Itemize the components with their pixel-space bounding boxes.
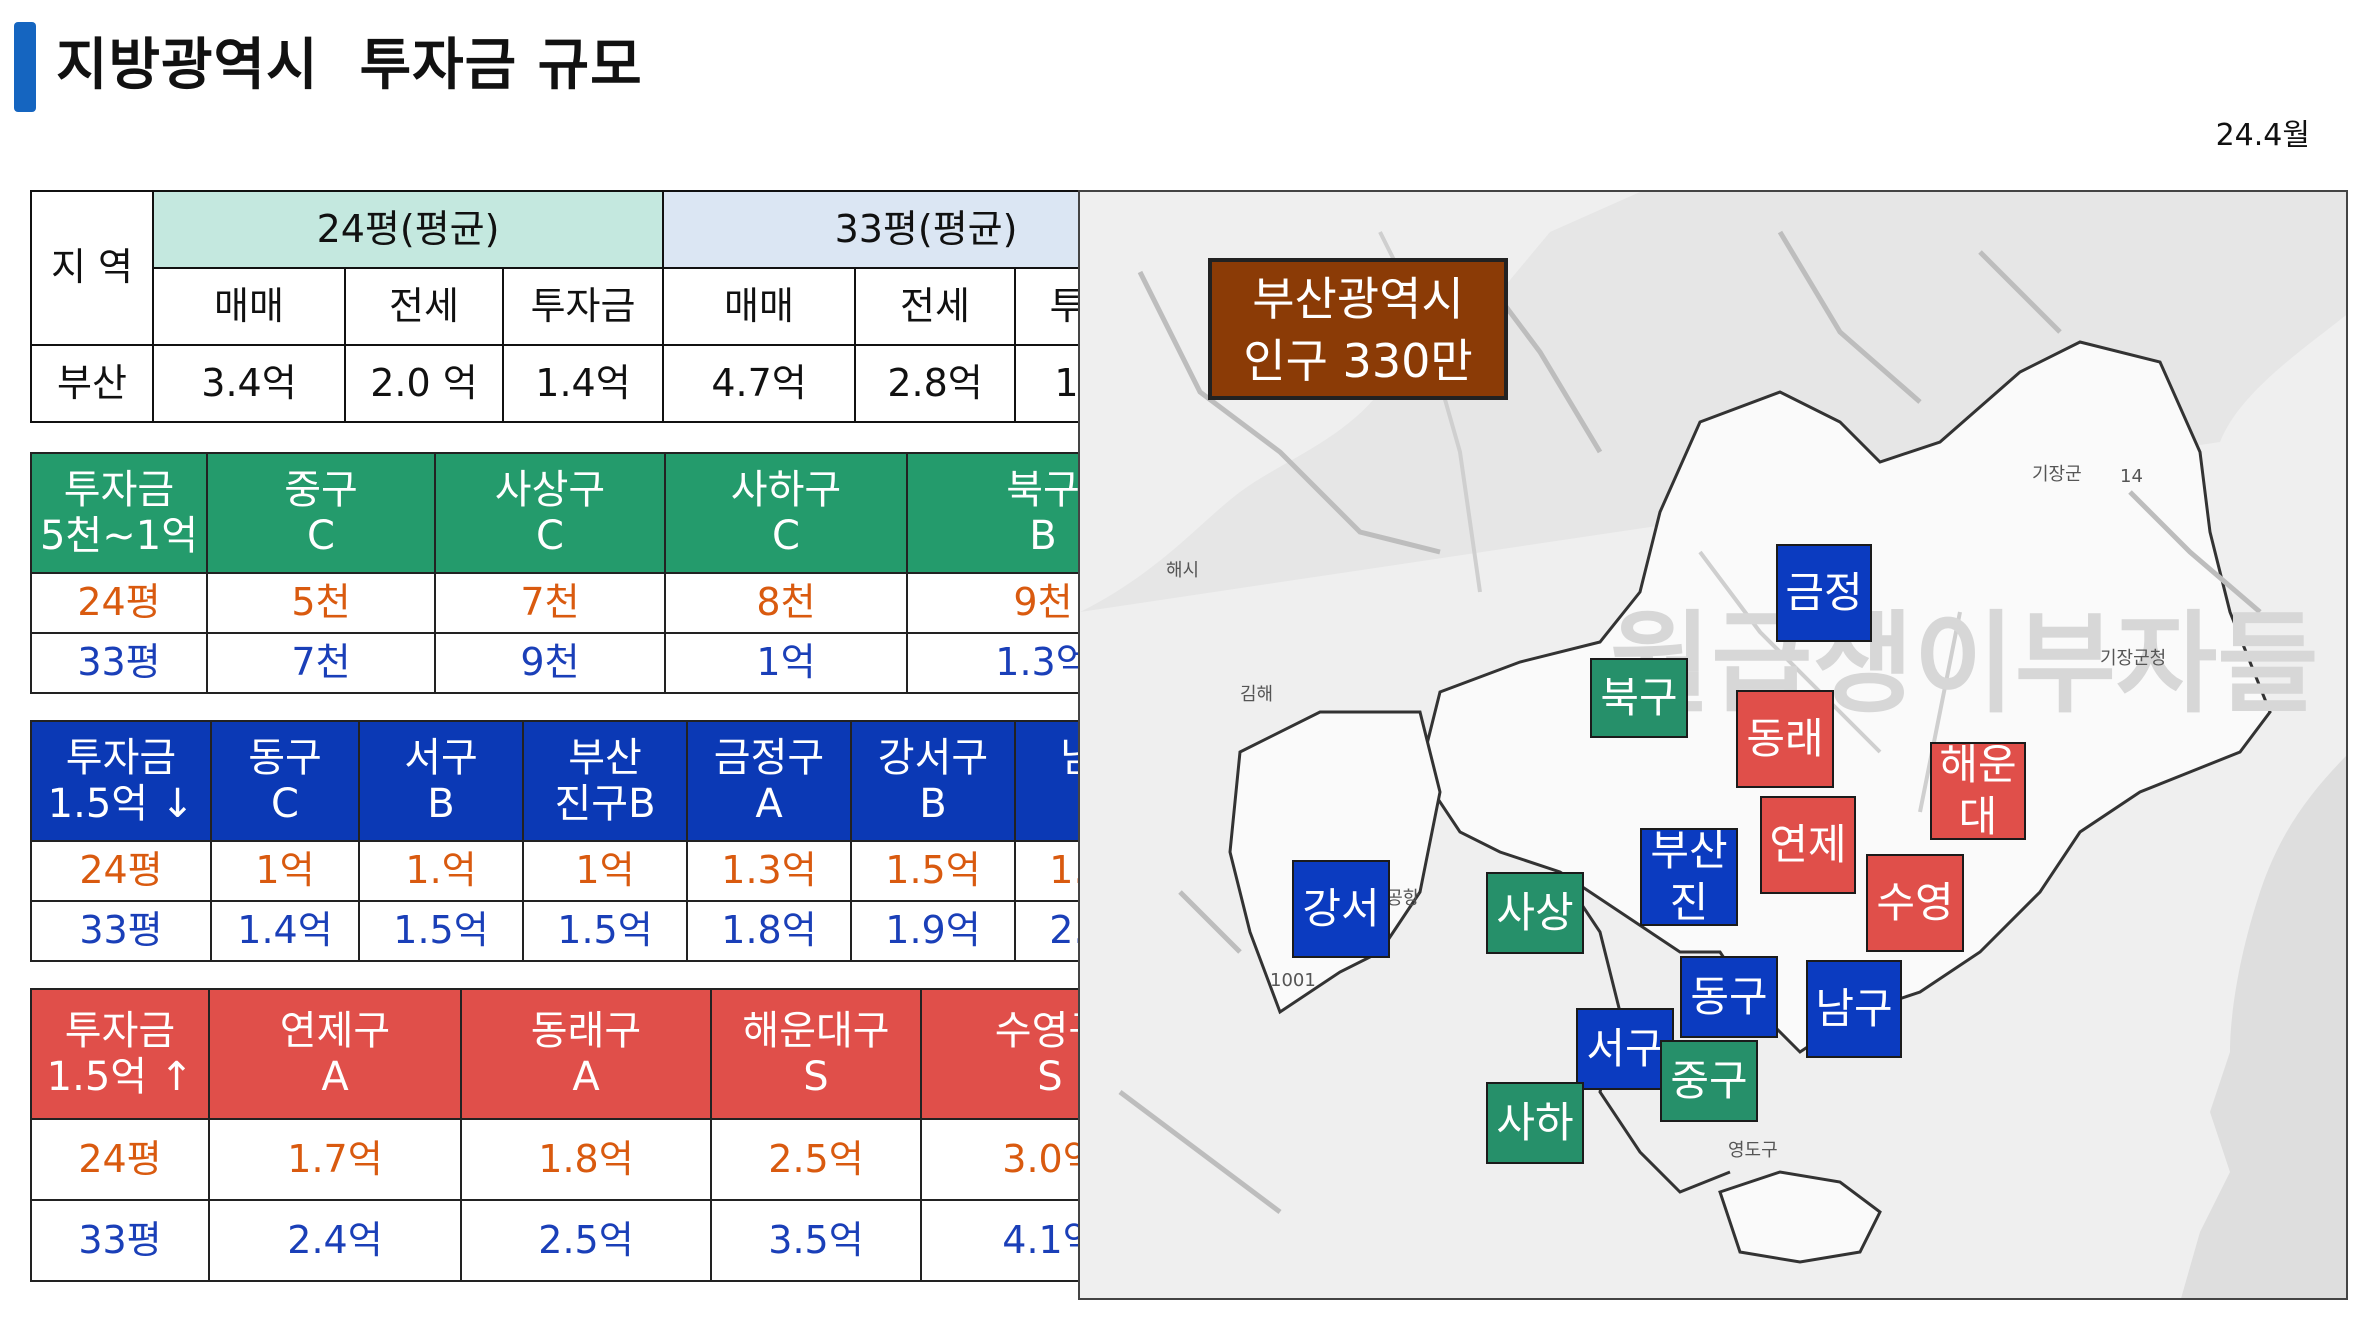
map-label-route14: 14 [2120,466,2143,487]
row-label: 24평 [30,572,208,634]
population-count: 인구 330만 [1243,334,1473,389]
value-cell: 1.8억 [460,1118,712,1201]
table-row: 24평 5천 7천 8천 9천 [30,572,1180,634]
tier-label: 투자금 1.5억 ↓ [30,720,212,842]
district-header: 동구 C [210,720,360,842]
district-header: 서구 B [358,720,524,842]
district-yeonje: 연제 [1760,796,1856,894]
value-cell: 7천 [434,572,666,634]
group-24-header: 24평(평균) [151,190,665,269]
value-cell: 2.4억 [208,1199,462,1282]
svg-text:월급쟁이부자들: 월급쟁이부자들 [1610,600,2318,728]
value-cell: 3.4억 [152,344,346,423]
value-cell: 1.4억 [501,344,665,423]
value-cell: 2.5억 [710,1118,922,1201]
value-cell: 1.5억 [850,840,1016,902]
row-label: 33평 [30,900,212,962]
value-cell: 1.5억 [522,900,688,962]
table-row: 33평 2.4억 2.5억 3.5억 4.1억 [30,1199,1180,1282]
tier3-table: 투자금 1.5억 ↑ 연제구 A 동래구 A 해운대구 S 수영구 S 24평 1.7억 … [30,988,1180,1282]
value-cell: 1억 [522,840,688,902]
value-cell: 5천 [206,572,436,634]
map-label-gijang-office: 기장군청 [2100,648,2167,669]
col-header: 투자금 [501,267,665,346]
value-cell: 7천 [206,632,436,694]
value-cell: 1억 [664,632,908,694]
value-cell: 1.4억 [210,900,360,962]
population-city: 부산광역시 [1252,272,1464,326]
value-cell: 9천 [434,632,666,694]
region-header: 지 역 [30,190,154,346]
district-saha: 사하 [1486,1082,1584,1164]
row-label: 33평 [30,1199,210,1282]
district-header: 부산 진구B [522,720,688,842]
value-cell: 2.8억 [854,344,1017,423]
table-row: 24평 1억 1.억 1억 1.3억 1.5억 1.5억 [30,840,1180,902]
page-title: 지방광역시 투자금 규모 [56,33,643,98]
district-junggu: 중구 [1660,1040,1758,1122]
district-header: 해운대구 S [710,988,922,1120]
district-haeundae: 해운 대 [1930,740,2026,841]
value-cell: 1.5억 [358,900,524,962]
tier-label: 투자금 1.5억 ↑ [30,988,210,1120]
map-label-yeongdo: 영도구 [1728,1140,1778,1161]
value-cell: 1.억 [358,840,524,902]
district-donggu: 동구 [1680,956,1778,1038]
value-cell: 4.7억 [662,344,857,423]
col-header: 매매 [662,267,857,346]
date-label: 24.4월 [2215,118,2310,153]
col-header: 전세 [344,267,504,346]
row-label: 33평 [30,632,208,694]
district-sasang: 사상 [1486,872,1584,954]
district-geumjeong: 금정 [1776,544,1872,642]
district-header: 동래구 A [460,988,712,1120]
value-cell: 2.5억 [460,1199,712,1282]
title-accent-bar [14,22,36,112]
value-cell: 2.0 억 [344,344,504,423]
district-header: 중구 C [206,452,436,574]
population-box: 부산광역시 인구 330만 [1208,258,1508,400]
col-header: 전세 [854,267,1017,346]
district-seogu: 서구 [1576,1008,1674,1090]
district-header: 금정구 A [686,720,852,842]
map-label-haesi: 해시 [1166,560,1200,581]
value-cell: 1.9억 [850,900,1016,962]
district-namgu: 남구 [1806,960,1902,1058]
map-label-route1001: 1001 [1270,970,1316,991]
district-gangseo: 강서 [1292,860,1390,958]
row-label: 24평 [30,840,212,902]
tier-label: 투자금 5천~1억 [30,452,208,574]
district-suyeong: 수영 [1866,854,1964,952]
col-header: 매매 [152,267,346,346]
district-busanjin: 부산 진 [1640,826,1738,927]
summary-table: 지 역 24평(평균) 33평(평균) 매매 전세 투자금 매매 전세 투자금 … [30,190,1191,423]
value-cell: 1.8억 [686,900,852,962]
district-header: 사하구 C [664,452,908,574]
region-name: 부산 [30,344,154,423]
table-row: 33평 7천 9천 1억 1.3억 [30,632,1180,694]
district-dongnae: 동래 [1736,690,1834,788]
table-row: 24평 1.7억 1.8억 2.5억 3.0억 [30,1118,1180,1201]
table-row: 33평 1.4억 1.5억 1.5억 1.8억 1.9억 2.1억 [30,900,1180,962]
value-cell: 3.5억 [710,1199,922,1282]
map-label-gimhae: 김해 [1240,684,1274,705]
district-header: 연제구 A [208,988,462,1120]
row-label: 24평 [30,1118,210,1201]
district-bukgu: 북구 [1590,658,1688,738]
value-cell: 1.7억 [208,1118,462,1201]
value-cell: 1.3억 [686,840,852,902]
map-label-gijang: 기장군 [2032,464,2082,485]
value-cell: 8천 [664,572,908,634]
value-cell: 1억 [210,840,360,902]
tier1-table: 투자금 5천~1억 중구 C 사상구 C 사하구 C 북구 B 24평 5천 7천 8천 … [30,452,1180,694]
district-header: 강서구 B [850,720,1016,842]
district-header: 사상구 C [434,452,666,574]
